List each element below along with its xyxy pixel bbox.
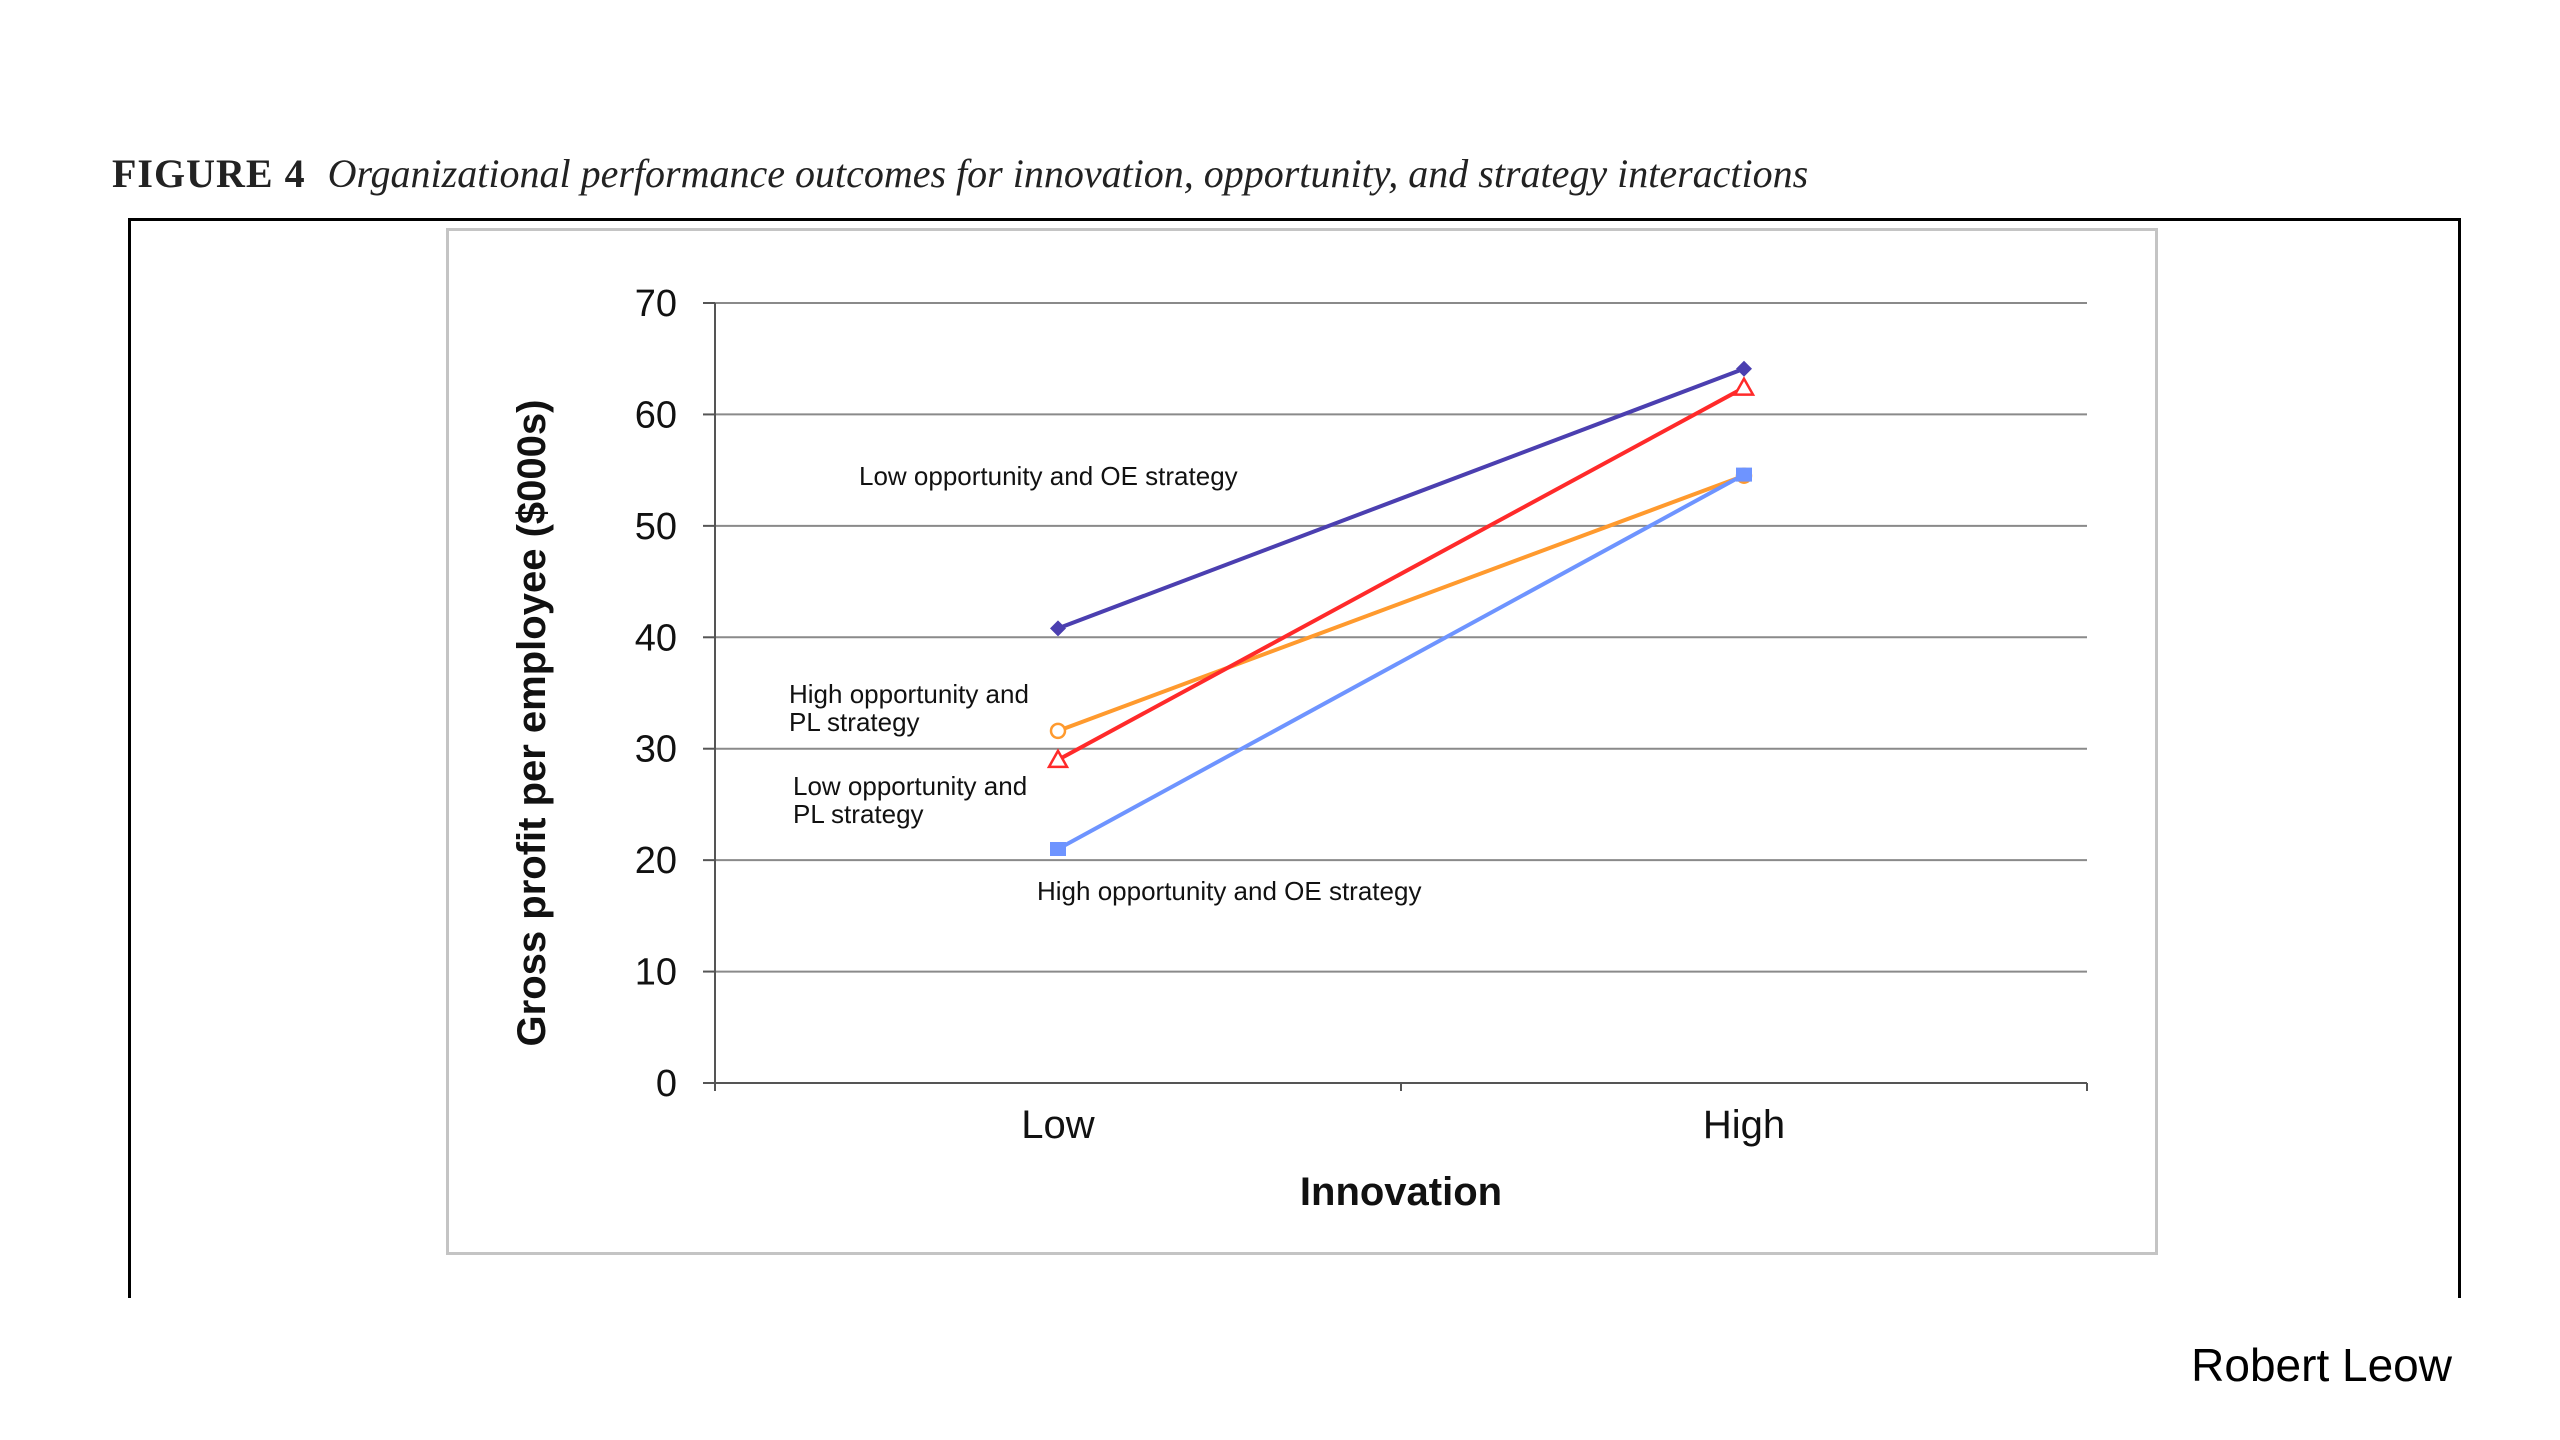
y-tick-label: 40 (635, 617, 677, 659)
x-tick-label: High (1703, 1103, 1785, 1147)
series-line (1057, 472, 1745, 851)
data-point (1049, 722, 1067, 740)
figure-caption: Organizational performance outcomes for … (327, 151, 1809, 196)
y-tick-label: 0 (656, 1063, 677, 1105)
series-line (1057, 385, 1745, 762)
y-tick-label: 60 (635, 394, 677, 436)
y-tick-label: 20 (635, 840, 677, 882)
series-annotation: Low opportunity and PL strategy (793, 771, 1027, 829)
x-axis-title: Innovation (1300, 1170, 1502, 1214)
figure-label: FIGURE 4 (112, 151, 306, 196)
y-tick-label: 30 (635, 729, 677, 771)
author-name: Robert Leow (2191, 1339, 2452, 1391)
figure-heading: FIGURE 4 Organizational performance outco… (112, 150, 1808, 197)
series-annotation: Low opportunity and OE strategy (859, 461, 1238, 491)
data-point (1736, 360, 1752, 377)
series-annotation: High opportunity and OE strategy (1037, 876, 1421, 906)
data-point (1046, 748, 1070, 769)
y-axis-title: Gross profit per employee ($000s) (510, 400, 554, 1047)
series-annotation: High opportunity and PL strategy (789, 679, 1029, 737)
data-point (1732, 376, 1756, 396)
series-line (1057, 473, 1745, 733)
y-tick-label: 70 (635, 283, 677, 325)
y-tick-label: 50 (635, 506, 677, 548)
y-tick-label: 10 (635, 952, 677, 994)
line-chart: 0 10 20 30 40 50 60 70 Low High Innovation Gross pr… (510, 283, 2088, 1214)
data-point (1050, 842, 1066, 856)
chart-panel: 0 10 20 30 40 50 60 70 Low High Innovation Gross pr… (446, 228, 2158, 1255)
series-line (1057, 366, 1745, 631)
slide-frame (128, 218, 2461, 1298)
data-point (1050, 620, 1066, 637)
data-point (1736, 467, 1752, 482)
x-tick-label: Low (1021, 1103, 1094, 1147)
